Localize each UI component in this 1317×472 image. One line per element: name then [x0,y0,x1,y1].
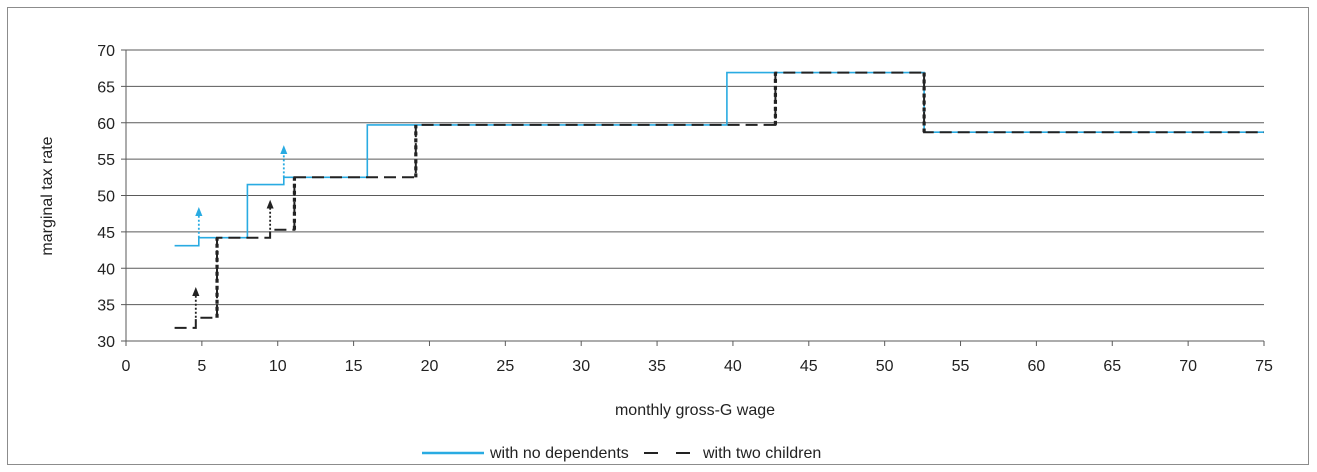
y-tick-label: 50 [97,189,115,206]
x-tick-label: 25 [496,358,514,375]
series-layer [174,71,1264,329]
x-tick-label: 35 [648,358,666,375]
y-tick-label: 45 [97,225,115,242]
legend: with no dependents with two children [422,445,821,462]
y-tick-label: 65 [97,79,115,96]
chart-frame [7,7,1309,465]
axes-layer [121,49,1265,346]
x-tick-label: 70 [1179,358,1197,375]
x-tick-label: 15 [345,358,363,375]
series-1 [174,71,1264,329]
x-tick-label: 10 [269,358,287,375]
x-tick-label: 65 [1103,358,1121,375]
x-tick-label: 50 [876,358,894,375]
series-line-two-children [174,71,1264,329]
tick-labels: 30 35 40 45 50 55 60 65 70 0 5 10 15 20 25 30 35 40 45 50 55… [97,43,1273,375]
y-tick-label: 60 [97,116,115,133]
x-axis-title: monthly gross-G wage [615,402,775,419]
y-tick-label: 30 [97,334,115,351]
x-tick-label: 5 [197,358,206,375]
legend-label-no-dependents: with no dependents [489,445,629,462]
x-tick-label: 55 [952,358,970,375]
x-tick-label: 60 [1028,358,1046,375]
grid-layer [126,49,1264,306]
x-tick-label: 45 [800,358,818,375]
y-tick-label: 55 [97,152,115,169]
x-tick-label: 40 [724,358,742,375]
series-0 [174,71,1264,247]
x-tick-label: 0 [122,358,131,375]
x-tick-label: 30 [572,358,590,375]
legend-label-two-children: with two children [702,445,821,462]
y-tick-label: 70 [97,43,115,60]
y-axis-title: marginal tax rate [39,136,56,255]
y-tick-label: 35 [97,298,115,315]
x-tick-label: 20 [421,358,439,375]
x-tick-label: 75 [1255,358,1273,375]
series-line-no-dependents [174,71,1264,247]
y-tick-label: 40 [97,261,115,278]
